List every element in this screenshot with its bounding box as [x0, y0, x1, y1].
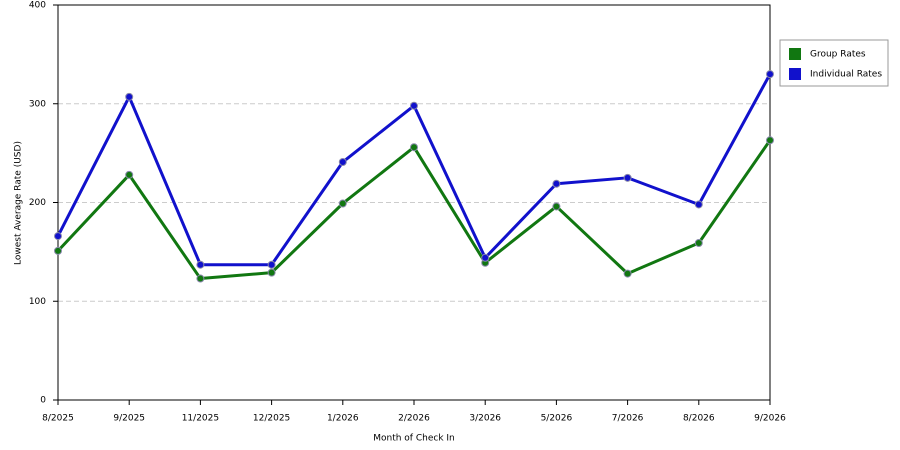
- data-point: [552, 202, 561, 211]
- x-tick-label: 7/2026: [612, 414, 644, 424]
- x-tick-label: 11/2025: [182, 414, 219, 424]
- legend-label: Individual Rates: [810, 70, 882, 80]
- data-point: [623, 173, 632, 182]
- x-tick-label: 9/2026: [754, 414, 786, 424]
- y-tick-label: 300: [29, 99, 46, 109]
- data-point: [481, 253, 490, 262]
- data-point: [766, 136, 774, 145]
- data-point: [267, 260, 276, 269]
- data-point: [410, 143, 418, 152]
- y-tick-label: 400: [29, 1, 46, 11]
- data-point: [338, 158, 347, 167]
- data-point: [54, 246, 62, 255]
- x-tick-label: 12/2025: [253, 414, 290, 424]
- data-point: [125, 170, 134, 179]
- data-point: [694, 238, 703, 247]
- data-point: [623, 269, 632, 278]
- y-tick-label: 200: [29, 198, 46, 208]
- series-line: [56, 139, 772, 281]
- data-point: [196, 274, 205, 283]
- data-point: [54, 232, 62, 241]
- x-tick-label: 2/2026: [398, 414, 430, 424]
- data-point: [410, 101, 418, 110]
- x-tick-label: 3/2026: [469, 414, 501, 424]
- data-point: [552, 179, 561, 188]
- x-tick-label: 8/2026: [683, 414, 715, 424]
- x-axis-label: Month of Check In: [373, 434, 455, 444]
- y-axis-label: Lowest Average Rate (USD): [14, 141, 24, 265]
- data-point: [267, 268, 276, 277]
- data-point: [694, 200, 703, 209]
- y-tick-label: 100: [29, 297, 46, 307]
- x-tick-label: 9/2025: [113, 414, 145, 424]
- data-point: [766, 70, 774, 79]
- x-tick-label: 1/2026: [327, 414, 359, 424]
- x-tick-label: 8/2025: [42, 414, 74, 424]
- x-tick-label: 5/2026: [541, 414, 573, 424]
- data-point: [338, 199, 347, 208]
- data-point: [125, 92, 134, 101]
- y-tick-label: 0: [40, 396, 46, 406]
- legend-swatch: [789, 48, 801, 60]
- data-point: [196, 260, 205, 269]
- legend-swatch: [789, 68, 801, 80]
- legend-label: Group Rates: [810, 50, 866, 60]
